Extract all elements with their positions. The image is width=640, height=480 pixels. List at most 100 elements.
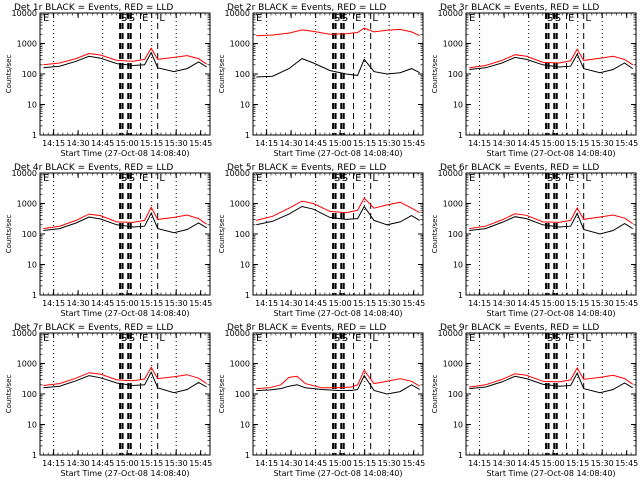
marker-E-left: E (469, 173, 475, 184)
x-tick-label: 14:45 (517, 459, 540, 468)
y-tick-label: 10000 (225, 169, 250, 178)
x-tick-label: 15:30 (378, 459, 401, 468)
y-tick-label: 10 (453, 421, 463, 430)
x-axis-label: Start Time (27-Oct-08 14:08:40) (273, 469, 402, 478)
x-tick-label: 15:00 (116, 459, 139, 468)
marker-L: L (372, 13, 378, 24)
x-tick-label: 15:15 (566, 139, 589, 148)
y-tick-label: 100 (448, 390, 463, 399)
y-tick-label: 10000 (12, 329, 37, 338)
series-line-events (43, 371, 207, 394)
y-tick-label: 100 (448, 70, 463, 79)
series-line-lld (43, 47, 207, 66)
panel-det-8: Det 8r BLACK = Events, RED = LLD Counts/s… (218, 323, 425, 478)
y-tick-label: 1000 (230, 360, 250, 369)
y-axis-label: Counts/sec (218, 55, 226, 94)
marker-S: S (342, 173, 348, 184)
x-tick-label: 15:30 (591, 459, 614, 468)
marker-S: S (334, 13, 340, 24)
x-tick-label: 15:45 (402, 139, 425, 148)
x-tick-label: 14:45 (304, 299, 327, 308)
y-axis-label: Counts/sec (431, 55, 439, 94)
panel-det-7: Det 7r BLACK = Events, RED = LLD Counts/s… (5, 323, 212, 478)
marker-S: S (129, 13, 135, 24)
marker-S: S (129, 173, 135, 184)
x-tick-label: 14:15 (255, 459, 278, 468)
y-tick-label: 10 (240, 101, 250, 110)
y-tick-label: 100 (22, 230, 37, 239)
x-tick-label: 15:15 (140, 459, 163, 468)
marker-S: S (342, 13, 348, 24)
x-tick-label: 15:30 (591, 139, 614, 148)
series-line-lld (43, 366, 207, 386)
panel-title: Det 3r BLACK = Events, RED = LLD (440, 3, 599, 13)
x-tick-label: 15:45 (402, 299, 425, 308)
marker-E: E (355, 13, 361, 24)
y-tick-label: 10 (453, 101, 463, 110)
x-tick-label: 15:45 (615, 139, 638, 148)
x-tick-label: 14:15 (42, 459, 65, 468)
x-tick-label: 14:30 (493, 299, 516, 308)
x-tick-label: 14:30 (67, 139, 90, 148)
y-tick-label: 1 (245, 291, 250, 300)
y-tick-label: 1 (245, 131, 250, 140)
y-tick-label: 10 (240, 421, 250, 430)
y-tick-label: 1 (458, 451, 463, 460)
series-line-events (469, 212, 633, 235)
marker-E: E (568, 13, 574, 24)
x-tick-label: 15:45 (615, 459, 638, 468)
marker-E: E (568, 333, 574, 344)
marker-L: L (159, 333, 165, 344)
x-tick-label: 15:45 (189, 139, 212, 148)
panel-det-9: Det 9r BLACK = Events, RED = LLD Counts/s… (431, 323, 638, 478)
y-tick-label: 10000 (438, 9, 463, 18)
x-tick-label: 14:45 (91, 299, 114, 308)
y-tick-label: 10000 (12, 169, 37, 178)
x-axis-label: Start Time (27-Oct-08 14:08:40) (486, 469, 615, 478)
x-tick-label: 14:45 (517, 299, 540, 308)
x-tick-label: 15:15 (353, 459, 376, 468)
x-tick-label: 14:30 (67, 459, 90, 468)
x-tick-label: 14:15 (468, 139, 491, 148)
y-axis-label: Counts/sec (5, 215, 13, 254)
y-tick-label: 10000 (438, 169, 463, 178)
series-line-lld (43, 206, 207, 230)
x-tick-label: 14:15 (468, 299, 491, 308)
plot-frame (39, 172, 211, 296)
marker-E: E (355, 173, 361, 184)
x-axis-label: Start Time (27-Oct-08 14:08:40) (60, 309, 189, 318)
y-tick-label: 1000 (230, 200, 250, 209)
y-axis-label: Counts/sec (431, 375, 439, 414)
panel-det-4: Det 4r BLACK = Events, RED = LLD Counts/s… (5, 163, 212, 318)
y-tick-label: 10 (27, 101, 37, 110)
marker-E-left: E (43, 333, 49, 344)
panel-title: Det 4r BLACK = Events, RED = LLD (14, 163, 173, 173)
x-tick-label: 14:45 (304, 459, 327, 468)
panel-title: Det 9r BLACK = Events, RED = LLD (440, 323, 599, 333)
y-tick-label: 1000 (17, 40, 37, 49)
x-tick-label: 14:15 (42, 299, 65, 308)
panel-det-3: Det 3r BLACK = Events, RED = LLD Counts/s… (431, 3, 638, 158)
marker-S: S (555, 13, 561, 24)
plot-frame (39, 12, 211, 136)
plot-frame (252, 172, 424, 296)
marker-S: S (342, 333, 348, 344)
x-axis-label: Start Time (27-Oct-08 14:08:40) (273, 149, 402, 158)
x-tick-label: 15:15 (140, 139, 163, 148)
y-tick-label: 100 (22, 390, 37, 399)
panel-title: Det 8r BLACK = Events, RED = LLD (227, 323, 386, 333)
series-line-events (43, 51, 207, 73)
x-axis-label: Start Time (27-Oct-08 14:08:40) (60, 469, 189, 478)
marker-S: S (555, 173, 561, 184)
y-tick-label: 1 (32, 291, 37, 300)
marker-E-left: E (256, 13, 262, 24)
y-tick-label: 1000 (17, 360, 37, 369)
y-axis-label: Counts/sec (5, 55, 13, 94)
y-tick-label: 10000 (225, 9, 250, 18)
x-tick-label: 15:15 (353, 139, 376, 148)
y-tick-label: 1 (32, 131, 37, 140)
y-tick-label: 10000 (438, 329, 463, 338)
x-tick-label: 15:15 (566, 299, 589, 308)
x-tick-label: 15:45 (189, 459, 212, 468)
